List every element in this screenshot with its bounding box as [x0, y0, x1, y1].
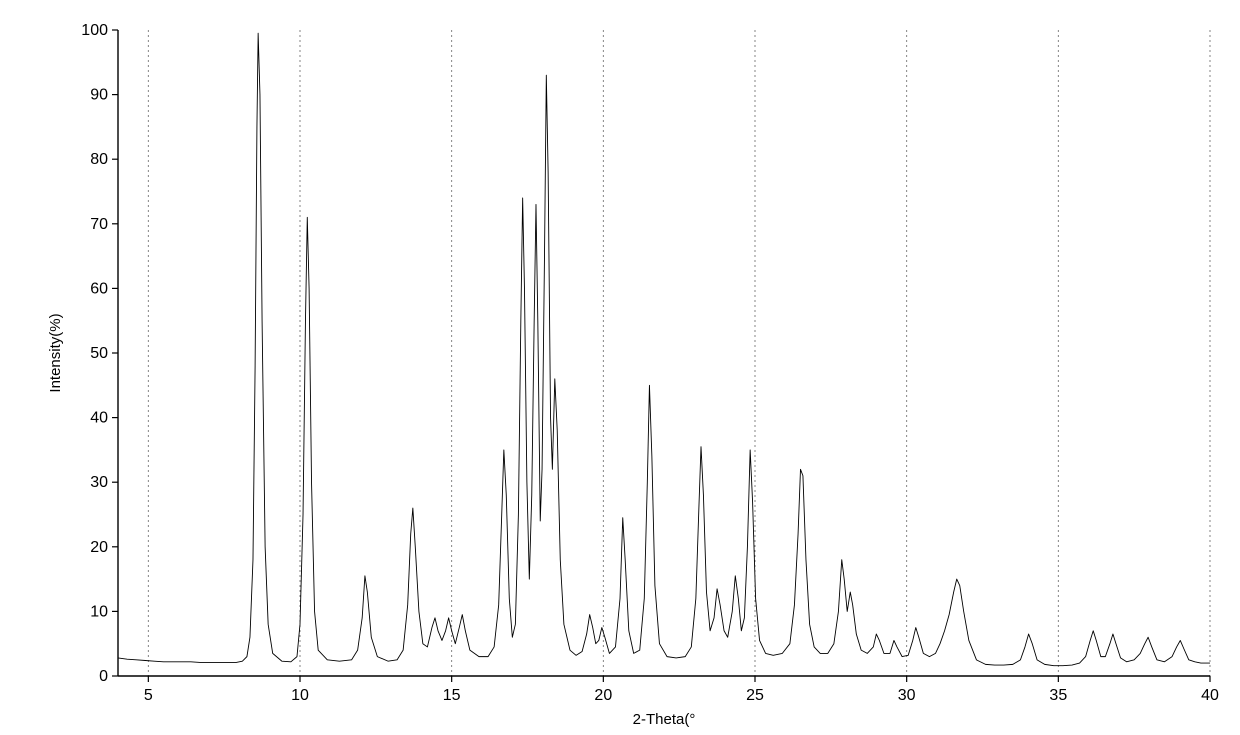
y-tick-label: 70: [90, 216, 108, 233]
y-tick-label: 90: [90, 87, 108, 104]
x-axis-label: 2-Theta(°: [633, 711, 696, 728]
y-tick-label: 50: [90, 345, 108, 362]
x-tick-label: 10: [291, 687, 309, 704]
chart-svg: 0 10 20 30 40 50 60 70 80 90 100 5 10 15 20 25 30 35 40 2-T…: [0, 0, 1240, 735]
x-tick-label: 35: [1049, 687, 1067, 704]
x-tick-label: 20: [594, 687, 612, 704]
x-tick-label: 15: [443, 687, 461, 704]
x-tick-label: 40: [1201, 687, 1219, 704]
y-tick-label: 80: [90, 151, 108, 168]
y-axis-label: Intensity(%): [47, 313, 64, 392]
y-tick-label: 30: [90, 474, 108, 491]
x-tick-label: 30: [898, 687, 916, 704]
y-tick-label: 100: [81, 22, 108, 39]
xrd-series: [118, 33, 1210, 665]
y-tick-label: 20: [90, 539, 108, 556]
x-tick-label: 25: [746, 687, 764, 704]
y-tick-label: 10: [90, 603, 108, 620]
y-tick-label: 0: [99, 668, 108, 685]
xrd-chart: 0 10 20 30 40 50 60 70 80 90 100 5 10 15 20 25 30 35 40 2-T…: [0, 0, 1240, 735]
y-tick-label: 40: [90, 410, 108, 427]
x-tick-label: 5: [144, 687, 153, 704]
y-tick-label: 60: [90, 280, 108, 297]
